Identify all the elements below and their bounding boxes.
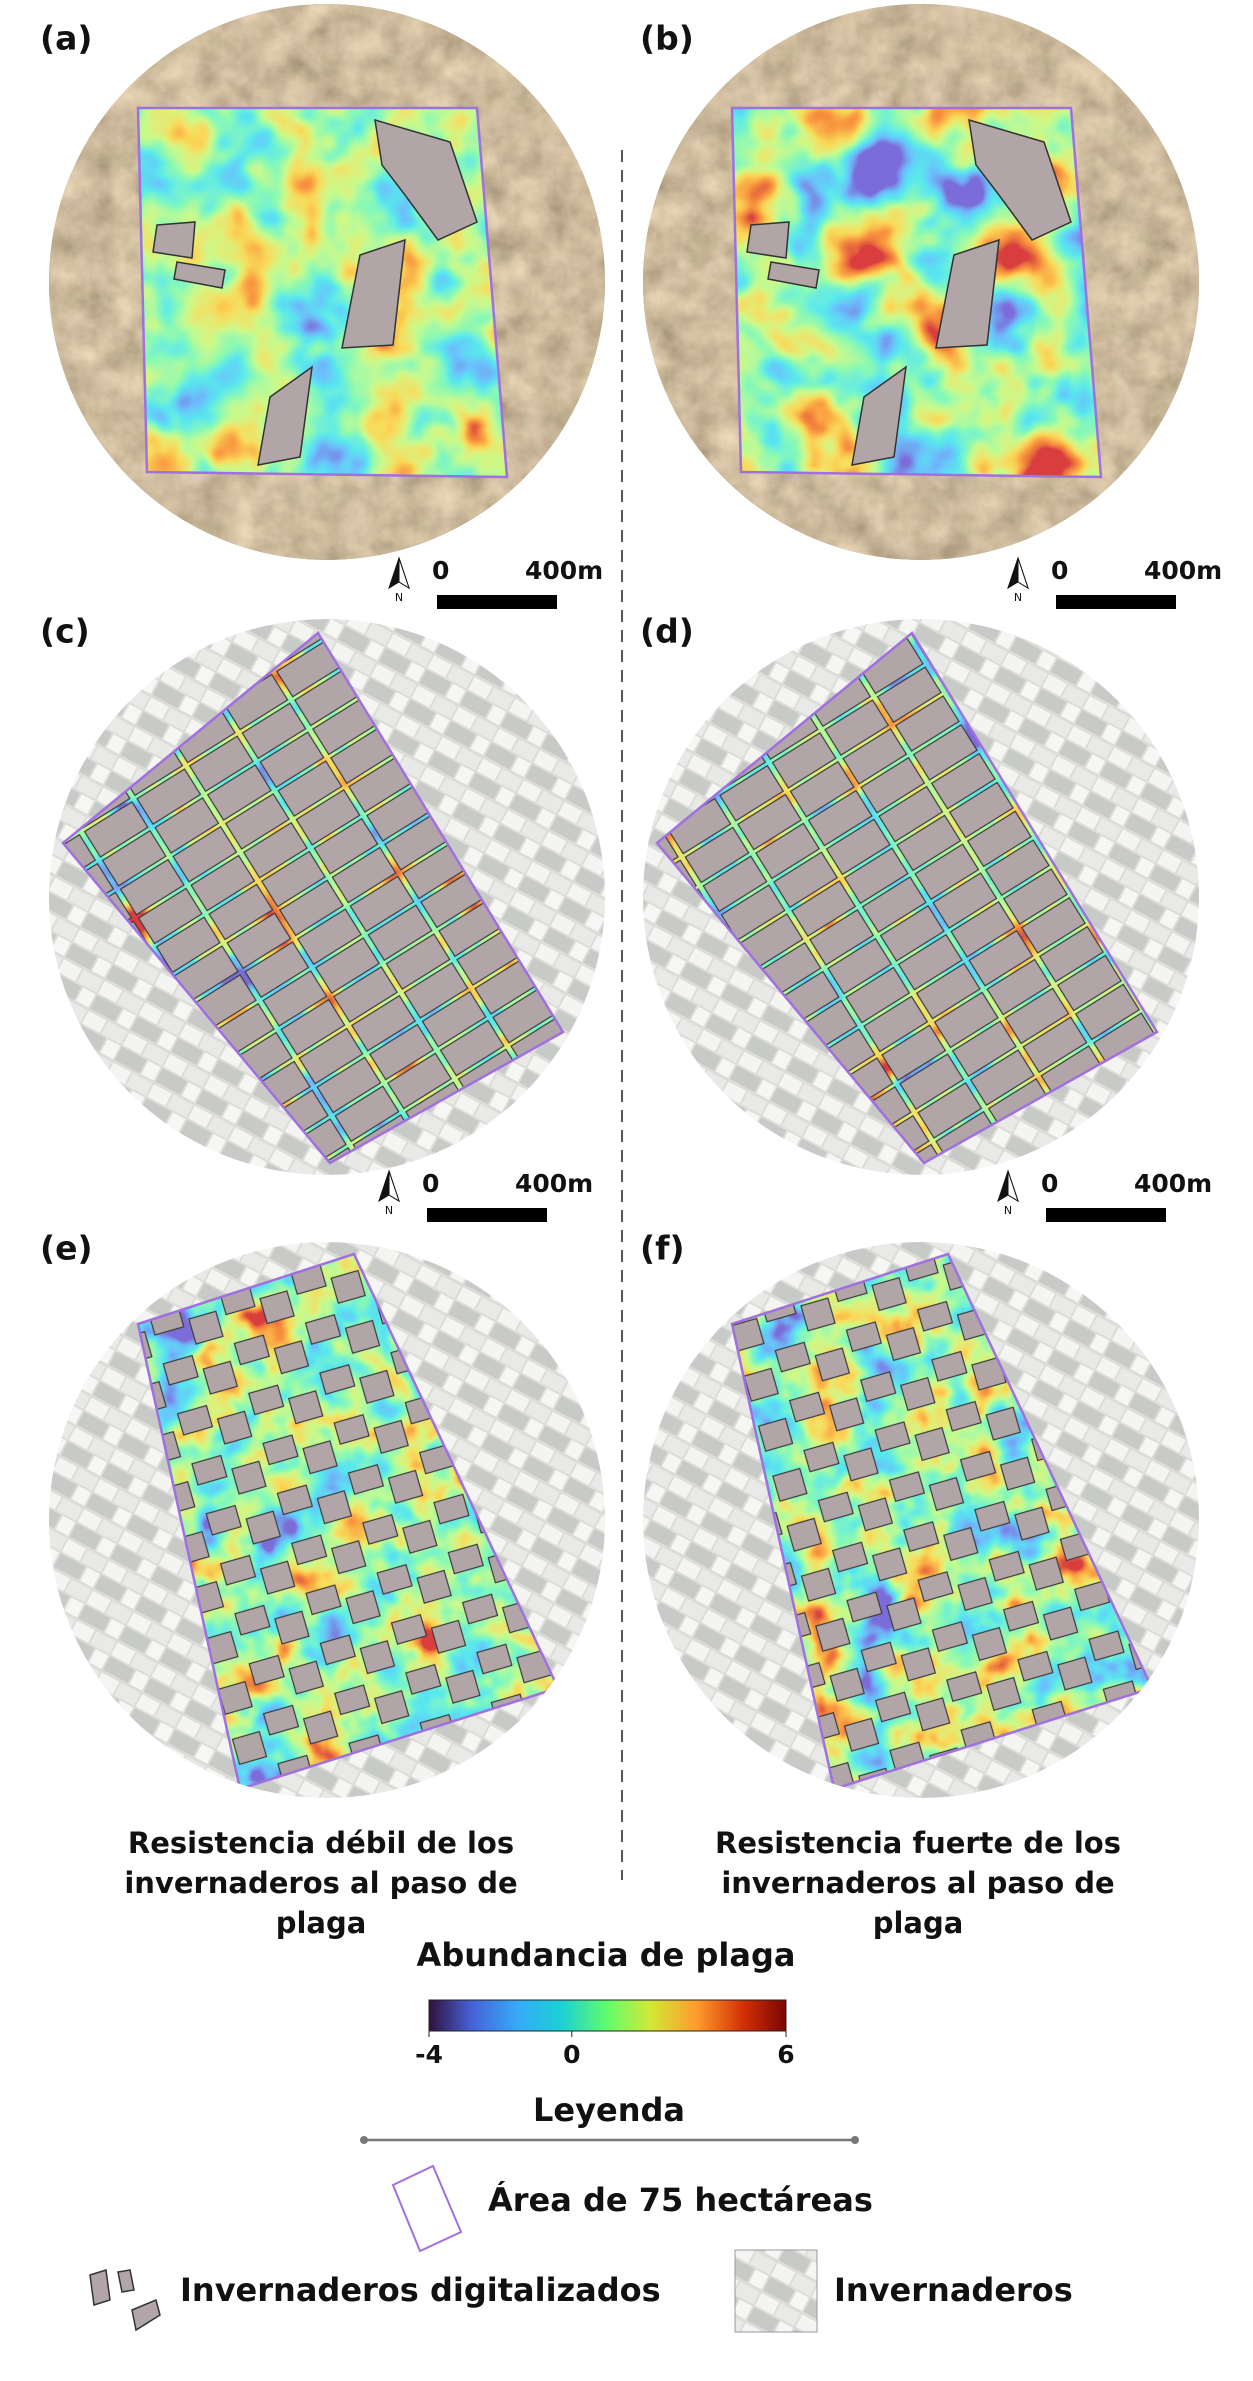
legend-greenhouse-icon bbox=[131, 2298, 161, 2332]
scale-end: 400m bbox=[1144, 556, 1222, 585]
north-label: N bbox=[1004, 1204, 1012, 1217]
legend-title: Leyenda bbox=[533, 2091, 685, 2129]
colorbar-tick-label: -4 bbox=[415, 2040, 443, 2069]
scale-end: 400m bbox=[515, 1169, 593, 1198]
legend-rule-end bbox=[851, 2136, 859, 2144]
area-outline bbox=[61, 631, 565, 1165]
map-panel bbox=[49, 619, 605, 1175]
legend-greenhouse-icon bbox=[89, 2269, 111, 2306]
greenhouse bbox=[374, 118, 478, 241]
scale-start: 0 bbox=[432, 556, 449, 585]
north-arrow bbox=[1007, 1170, 1019, 1203]
legend-texture-icon bbox=[734, 2249, 818, 2333]
panel-label: (e) bbox=[40, 1229, 93, 1268]
scale-start: 0 bbox=[1051, 556, 1068, 585]
greenhouse bbox=[968, 118, 1072, 241]
scale-bar bbox=[1046, 1208, 1166, 1222]
panel-label: (d) bbox=[640, 612, 694, 651]
scale-bar bbox=[437, 595, 557, 609]
map-panel bbox=[643, 4, 1199, 560]
caption: plaga bbox=[276, 1906, 367, 1940]
scale-bar bbox=[1056, 595, 1176, 609]
scale-end: 400m bbox=[1134, 1169, 1212, 1198]
north-label: N bbox=[395, 591, 403, 604]
caption: Resistencia débil de los bbox=[128, 1826, 514, 1860]
north-label: N bbox=[1014, 591, 1022, 604]
panel-label: (c) bbox=[40, 612, 90, 651]
area-outline bbox=[730, 106, 1103, 479]
caption: invernaderos al paso de bbox=[721, 1866, 1114, 1900]
greenhouse bbox=[257, 365, 313, 466]
legend-item: Invernaderos bbox=[834, 2271, 1073, 2309]
colorbar bbox=[428, 1999, 787, 2032]
legend-item: Área de 75 hectáreas bbox=[488, 2181, 873, 2219]
colorbar-title: Abundancia de plaga bbox=[417, 1936, 796, 1974]
scale-start: 0 bbox=[422, 1169, 439, 1198]
legend-item: Invernaderos digitalizados bbox=[180, 2271, 661, 2309]
colorbar-tick-label: 6 bbox=[777, 2040, 794, 2069]
north-arrow bbox=[398, 557, 410, 590]
map-panel bbox=[643, 619, 1199, 1175]
scale-end: 400m bbox=[525, 556, 603, 585]
area-outline bbox=[655, 631, 1159, 1165]
greenhouse bbox=[935, 238, 1000, 349]
colorbar-tick-label: 0 bbox=[563, 2040, 580, 2069]
legend-greenhouse-icon bbox=[117, 2269, 135, 2293]
caption: Resistencia fuerte de los bbox=[715, 1826, 1121, 1860]
greenhouse bbox=[341, 238, 406, 349]
greenhouse bbox=[746, 221, 790, 259]
panel-label: (f) bbox=[640, 1229, 685, 1268]
greenhouse bbox=[173, 261, 226, 289]
scale-start: 0 bbox=[1041, 1169, 1058, 1198]
legend-area-icon bbox=[391, 2164, 463, 2253]
panel-label: (a) bbox=[40, 19, 92, 58]
map-panel bbox=[49, 1242, 605, 1798]
panel-label: (b) bbox=[640, 19, 694, 58]
greenhouse bbox=[152, 221, 196, 259]
panels bbox=[49, 4, 1199, 1798]
map-panel bbox=[643, 1242, 1199, 1798]
north-arrow bbox=[1017, 557, 1029, 590]
north-label: N bbox=[385, 1204, 393, 1217]
north-arrow bbox=[388, 1170, 400, 1203]
caption: plaga bbox=[873, 1906, 964, 1940]
greenhouse bbox=[851, 365, 907, 466]
map-panel bbox=[49, 4, 605, 560]
area-outline bbox=[136, 106, 509, 479]
greenhouse bbox=[767, 261, 820, 289]
scale-bar bbox=[427, 1208, 547, 1222]
legend-rule-end bbox=[360, 2136, 368, 2144]
caption: invernaderos al paso de bbox=[124, 1866, 517, 1900]
